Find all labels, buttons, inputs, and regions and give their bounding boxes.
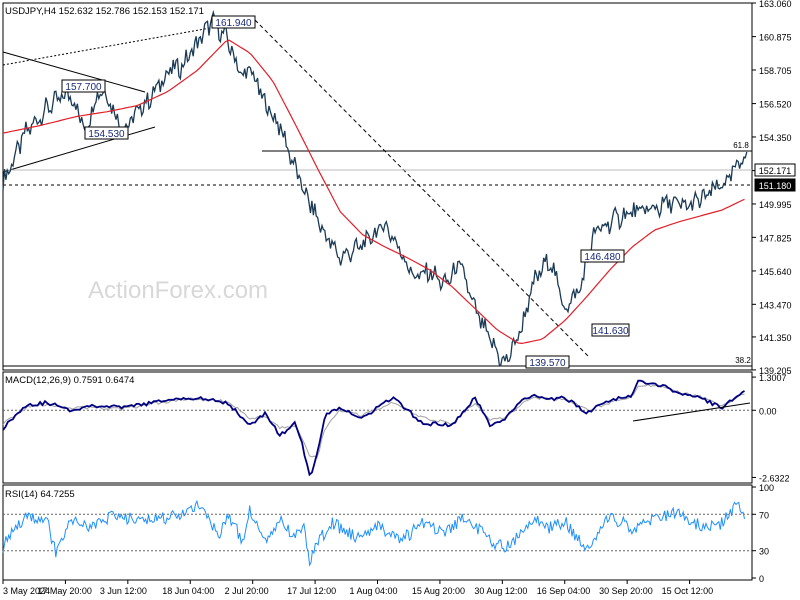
- rsi-y-tick-label: 100: [759, 483, 774, 493]
- price-label-text: 157.700: [65, 82, 102, 93]
- current-price-label: 152.171: [759, 166, 792, 176]
- price-y-tick-label: 158.705: [759, 66, 792, 76]
- price-label-text: 146.480: [584, 252, 621, 263]
- x-tick-label: 1 Aug 04:00: [350, 586, 398, 596]
- x-tick-label: 15 Oct 12:00: [662, 586, 714, 596]
- price-label-text: 154.530: [88, 129, 125, 140]
- price-label-text: 141.630: [592, 326, 629, 337]
- price-y-tick-label: 163.060: [759, 0, 792, 9]
- x-tick-label: 2 Jul 20:00: [225, 586, 269, 596]
- rsi-y-tick-label: 30: [759, 547, 769, 557]
- price-y-tick-label: 147.825: [759, 233, 792, 243]
- fib-label: 38.2: [735, 356, 751, 365]
- panel-frame-rsi: [2, 484, 753, 581]
- price-label-box: [84, 126, 129, 140]
- rsi-y-tick-label: 0: [759, 574, 764, 584]
- macd-y-tick-label: 0.00: [759, 406, 777, 416]
- current-price-box: [754, 163, 796, 177]
- fib-label: 61.8: [733, 141, 749, 150]
- watermark-text: ActionForex.com: [88, 277, 268, 304]
- dashed-fib-line: [254, 19, 591, 359]
- triangle-lower-line: [2, 126, 156, 173]
- rsi-y-tick-label: 70: [759, 510, 769, 520]
- price-label-box: [580, 249, 625, 263]
- x-tick-label: 30 Sep 20:00: [599, 586, 653, 596]
- rsi-line: [2, 499, 745, 567]
- price-label-box: [61, 79, 106, 93]
- price-header: USDJPY,H4 152.632 152.786 152.153 152.17…: [5, 6, 204, 17]
- x-tick-label: 15 Aug 20:00: [412, 586, 465, 596]
- price-y-tick-label: 141.350: [759, 333, 792, 343]
- price-y-tick-label: 154.350: [759, 133, 792, 143]
- macd-y-tick-label: -2.6322: [759, 473, 790, 483]
- price-label-text: 161.940: [215, 18, 252, 29]
- price-label-box: [525, 355, 570, 369]
- price-y-tick-label: 139.205: [759, 366, 792, 376]
- macd-header: MACD(12,26,9) 0.7591 0.6474: [5, 375, 134, 386]
- level-box-label: 151.180: [759, 181, 792, 191]
- price-label-box: [211, 15, 256, 29]
- x-tick-label: 17 May 20:00: [37, 586, 92, 596]
- price-y-tick-label: 156.520: [759, 100, 792, 110]
- price-label-text: 139.570: [529, 358, 566, 369]
- x-tick-label: 3 May 2024: [3, 586, 50, 596]
- panel-frame-macd: [2, 371, 753, 484]
- panel-frame-price: [2, 2, 753, 371]
- x-tick-label: 3 Jun 12:00: [100, 586, 147, 596]
- x-tick-label: 16 Sep 04:00: [537, 586, 591, 596]
- price-label-box: [591, 323, 630, 337]
- price-y-tick-label: 149.995: [759, 200, 792, 210]
- triangle-upper-line: [2, 51, 146, 93]
- price-series-line: [2, 9, 748, 367]
- x-tick-label: 18 Jun 04:00: [162, 586, 214, 596]
- x-tick-label: 17 Jul 12:00: [287, 586, 336, 596]
- macd-trend-line: [632, 402, 751, 422]
- price-y-tick-label: 160.875: [759, 33, 792, 43]
- macd-line: [2, 379, 745, 477]
- x-tick-label: 30 Aug 12:00: [474, 586, 527, 596]
- macd-y-tick-label: 1.3007: [759, 373, 787, 383]
- price-y-tick-label: 145.640: [759, 267, 792, 277]
- rsi-header: RSI(14) 64.7255: [5, 489, 75, 500]
- level-box: [754, 178, 796, 192]
- price-y-tick-label: 143.470: [759, 300, 792, 310]
